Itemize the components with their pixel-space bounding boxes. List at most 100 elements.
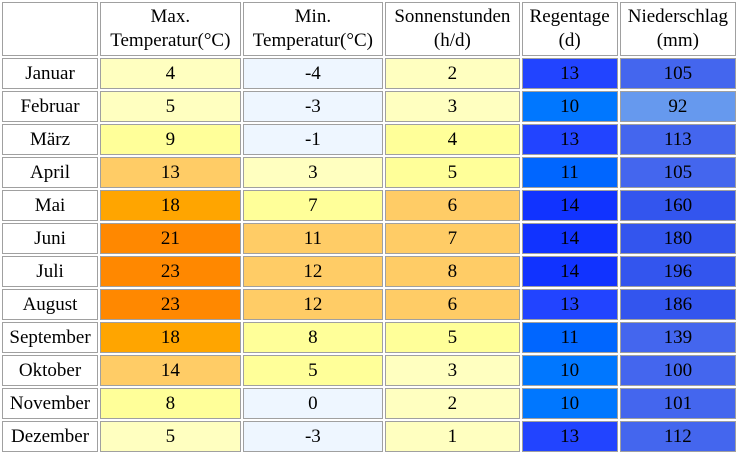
precip-cell: 180: [619, 223, 736, 254]
header-rain-days: Regentage (d): [521, 2, 618, 56]
header-sun-line2: (h/d): [433, 30, 471, 51]
month-label: Januar: [2, 58, 99, 89]
max-temp-cell: 5: [100, 91, 241, 122]
sun-hours-cell: 3: [385, 91, 520, 122]
header-max-temp-line2: Temperatur(°C): [110, 30, 231, 51]
table-row: Februar 5 -3 3 10 92: [2, 91, 736, 122]
table-row: Mai 18 7 6 14 160: [2, 190, 736, 221]
sun-hours-cell: 2: [385, 388, 520, 419]
min-temp-cell: 11: [242, 223, 384, 254]
month-label: Juni: [2, 223, 99, 254]
header-precip-line1: Niederschlag: [627, 6, 728, 27]
table-body: Januar 4 -4 2 13 105 Februar 5 -3 3 10 92 März 9 -1 4 13…: [2, 58, 736, 452]
precip-cell: 139: [619, 322, 736, 353]
precip-cell: 160: [619, 190, 736, 221]
precip-cell: 196: [619, 256, 736, 287]
rain-days-cell: 14: [521, 256, 618, 287]
table-row: August 23 12 6 13 186: [2, 289, 736, 320]
min-temp-cell: 12: [242, 256, 384, 287]
corner-cell: [2, 2, 99, 56]
precip-cell: 100: [619, 355, 736, 386]
header-min-temp-line2: Temperatur(°C): [252, 30, 373, 51]
table-row: November 8 0 2 10 101: [2, 388, 736, 419]
precip-cell: 112: [619, 421, 736, 452]
sun-hours-cell: 3: [385, 355, 520, 386]
rain-days-cell: 13: [521, 421, 618, 452]
min-temp-cell: 8: [242, 322, 384, 353]
max-temp-cell: 18: [100, 190, 241, 221]
min-temp-cell: 7: [242, 190, 384, 221]
sun-hours-cell: 8: [385, 256, 520, 287]
rain-days-cell: 10: [521, 355, 618, 386]
month-label: Oktober: [2, 355, 99, 386]
header-max-temp: Max. Temperatur(°C): [100, 2, 241, 56]
min-temp-cell: 12: [242, 289, 384, 320]
min-temp-cell: 3: [242, 157, 384, 188]
table-row: Juni 21 11 7 14 180: [2, 223, 736, 254]
precip-cell: 113: [619, 124, 736, 155]
max-temp-cell: 9: [100, 124, 241, 155]
header-min-temp-line1: Min.: [294, 6, 332, 27]
header-rain-days-line2: (d): [558, 30, 581, 51]
month-label: August: [2, 289, 99, 320]
table-row: Oktober 14 5 3 10 100: [2, 355, 736, 386]
min-temp-cell: -3: [242, 421, 384, 452]
max-temp-cell: 5: [100, 421, 241, 452]
header-precip-line2: (mm): [656, 30, 699, 51]
header-min-temp: Min. Temperatur(°C): [242, 2, 384, 56]
precip-cell: 105: [619, 157, 736, 188]
rain-days-cell: 13: [521, 58, 618, 89]
max-temp-cell: 4: [100, 58, 241, 89]
rain-days-cell: 11: [521, 157, 618, 188]
precip-cell: 92: [619, 91, 736, 122]
max-temp-cell: 13: [100, 157, 241, 188]
rain-days-cell: 11: [521, 322, 618, 353]
rain-days-cell: 13: [521, 289, 618, 320]
precip-cell: 105: [619, 58, 736, 89]
min-temp-cell: 5: [242, 355, 384, 386]
header-rain-days-line1: Regentage: [529, 6, 610, 27]
min-temp-cell: -4: [242, 58, 384, 89]
table-row: September 18 8 5 11 139: [2, 322, 736, 353]
min-temp-cell: -3: [242, 91, 384, 122]
table-row: März 9 -1 4 13 113: [2, 124, 736, 155]
precip-cell: 186: [619, 289, 736, 320]
header-sun-line1: Sonnenstunden: [394, 6, 511, 27]
rain-days-cell: 10: [521, 388, 618, 419]
table-row: Juli 23 12 8 14 196: [2, 256, 736, 287]
max-temp-cell: 18: [100, 322, 241, 353]
max-temp-cell: 8: [100, 388, 241, 419]
header-row: Max. Temperatur(°C) Min. Temperatur(°C) So…: [2, 2, 736, 56]
rain-days-cell: 14: [521, 223, 618, 254]
sun-hours-cell: 6: [385, 190, 520, 221]
sun-hours-cell: 2: [385, 58, 520, 89]
precip-cell: 101: [619, 388, 736, 419]
header-sun: Sonnenstunden (h/d): [385, 2, 520, 56]
header-max-temp-line1: Max.: [150, 6, 191, 27]
month-label: November: [2, 388, 99, 419]
sun-hours-cell: 5: [385, 157, 520, 188]
max-temp-cell: 21: [100, 223, 241, 254]
max-temp-cell: 23: [100, 289, 241, 320]
sun-hours-cell: 7: [385, 223, 520, 254]
rain-days-cell: 10: [521, 91, 618, 122]
sun-hours-cell: 6: [385, 289, 520, 320]
rain-days-cell: 13: [521, 124, 618, 155]
min-temp-cell: -1: [242, 124, 384, 155]
month-label: September: [2, 322, 99, 353]
month-label: April: [2, 157, 99, 188]
month-label: März: [2, 124, 99, 155]
max-temp-cell: 23: [100, 256, 241, 287]
table-row: April 13 3 5 11 105: [2, 157, 736, 188]
sun-hours-cell: 4: [385, 124, 520, 155]
month-label: Dezember: [2, 421, 99, 452]
table-row: Dezember 5 -3 1 13 112: [2, 421, 736, 452]
month-label: Juli: [2, 256, 99, 287]
min-temp-cell: 0: [242, 388, 384, 419]
sun-hours-cell: 5: [385, 322, 520, 353]
month-label: Februar: [2, 91, 99, 122]
table-row: Januar 4 -4 2 13 105: [2, 58, 736, 89]
max-temp-cell: 14: [100, 355, 241, 386]
rain-days-cell: 14: [521, 190, 618, 221]
